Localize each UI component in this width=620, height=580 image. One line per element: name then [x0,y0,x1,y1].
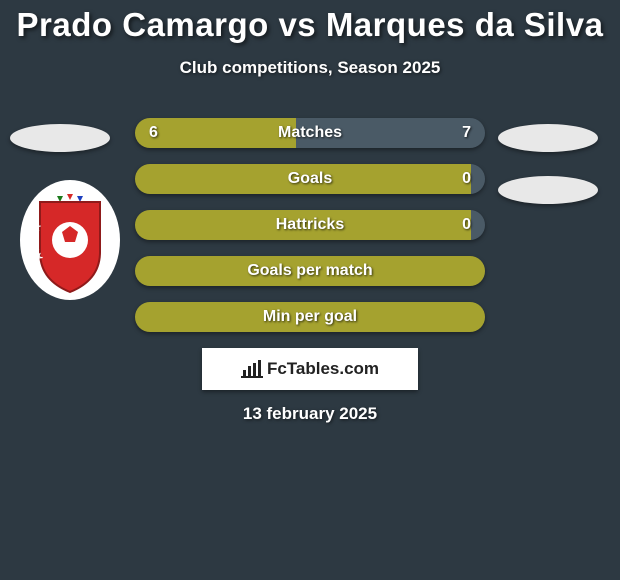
bar-chart-icon [241,360,263,378]
stat-row: Goals0 [135,164,485,194]
stat-label: Matches [135,118,485,148]
club-badge: VILA NOVA F.C. [20,180,120,300]
stat-label: Goals [135,164,485,194]
stat-value-right: 0 [462,210,471,240]
player-right-oval-1 [498,124,598,152]
date: 13 february 2025 [0,404,620,424]
player-left-oval [10,124,110,152]
stat-row: Matches6 7 [135,118,485,148]
stat-label: Goals per match [135,256,485,286]
stat-row: Hattricks0 [135,210,485,240]
watermark: FcTables.com [241,359,379,379]
player-right-oval-2 [498,176,598,204]
subtitle: Club competitions, Season 2025 [0,58,620,78]
page-title: Prado Camargo vs Marques da Silva [0,0,620,44]
stat-value-right: 7 [462,118,471,148]
stat-label: Min per goal [135,302,485,332]
stat-value-left: 6 [149,118,158,148]
stat-row: Goals per match [135,256,485,286]
stat-row: Min per goal [135,302,485,332]
stat-label: Hattricks [135,210,485,240]
stats-container: Matches67Goals0Hattricks0Goals per match… [135,118,485,332]
watermark-text: FcTables.com [267,359,379,379]
stat-value-right: 0 [462,164,471,194]
watermark-box: FcTables.com [202,348,418,390]
